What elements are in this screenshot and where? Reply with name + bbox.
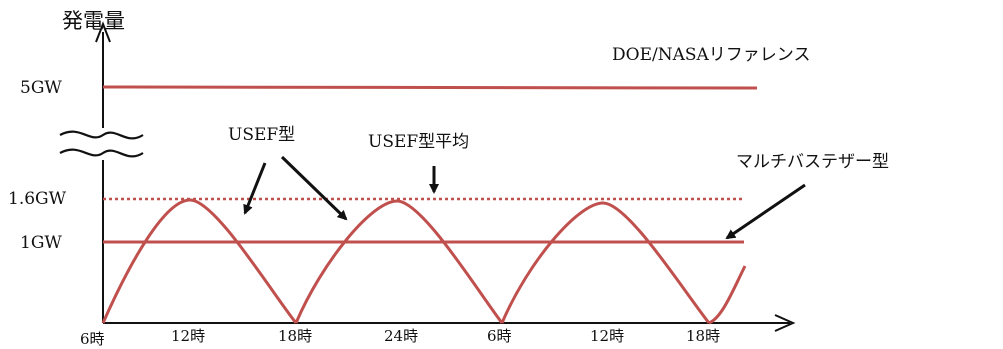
y-axis-title: 発電量 [62, 9, 125, 33]
y-axis-arrow [95, 21, 111, 43]
y-tick-label-1-6gw: 1.6GW [8, 189, 67, 209]
series-label-multi-bus-tether: マルチバステザー型 [736, 152, 889, 172]
x-axis-arrow [774, 314, 796, 332]
usef-generation-curve [101, 198, 747, 325]
axis-break-mark-bottom [59, 148, 144, 158]
series-label-usef-average: USEF型平均 [368, 132, 469, 152]
axis-break-mark-top [59, 130, 144, 140]
y-tick-label-5gw: 5GW [20, 78, 62, 98]
annotation-arrow-usef-left [243, 162, 267, 215]
annotation-arrow-usef-right [280, 155, 348, 221]
x-tick-label: 6時 [487, 327, 512, 345]
x-tick-label: 12時 [171, 327, 205, 345]
y-tick-label-1gw: 1GW [20, 233, 62, 253]
x-tick-label: 24時 [384, 327, 418, 345]
x-tick-label: 18時 [686, 327, 720, 345]
doe-nasa-reference-line [102, 85, 758, 90]
x-tick-label: 12時 [590, 327, 624, 345]
annotation-arrow-multi-bus-tether [725, 183, 806, 240]
series-label-doe-nasa: DOE/NASAリファレンス [612, 45, 810, 65]
x-tick-label: 6時 [80, 330, 105, 348]
series-label-usef: USEF型 [228, 125, 295, 145]
x-tick-label: 18時 [278, 327, 312, 345]
